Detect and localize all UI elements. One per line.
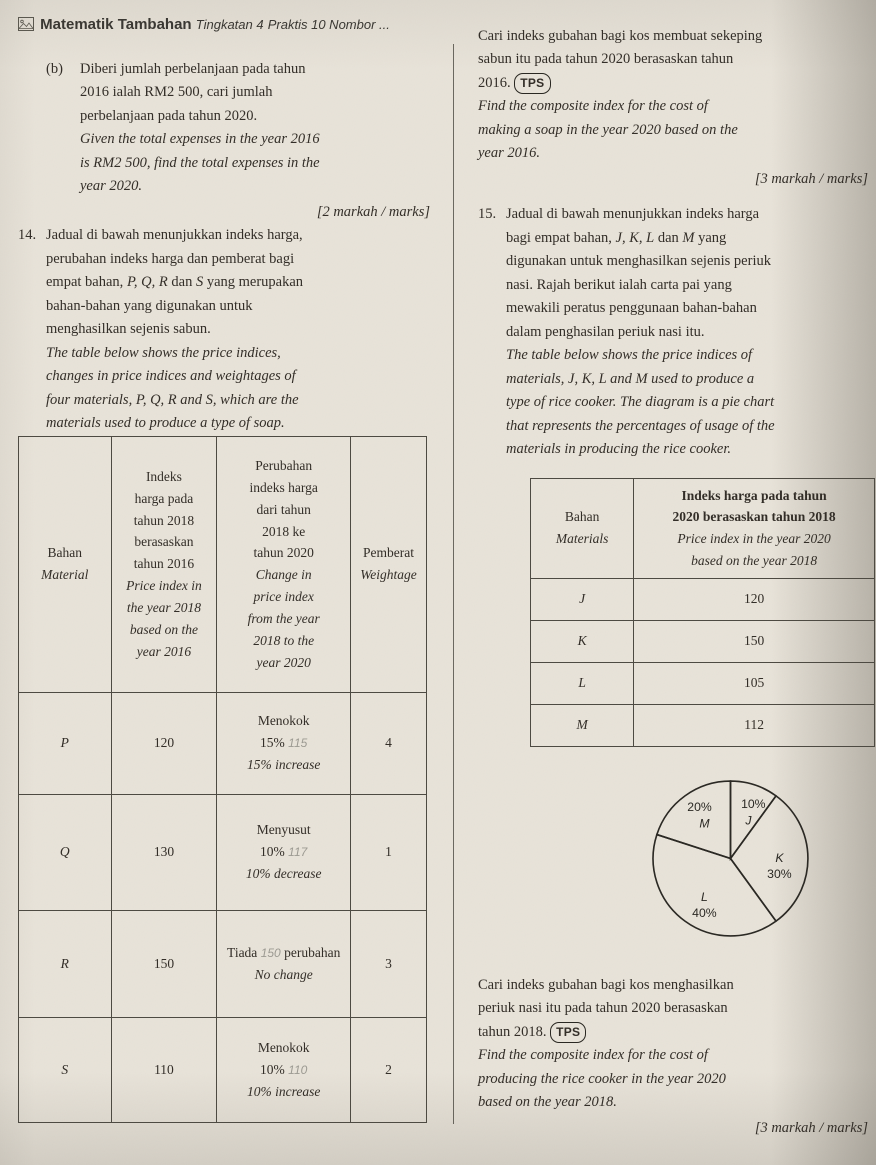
svg-text:K: K — [775, 850, 784, 864]
svg-text:40%: 40% — [692, 906, 717, 920]
svg-text:30%: 30% — [767, 867, 792, 881]
svg-text:20%: 20% — [687, 800, 712, 814]
svg-text:M: M — [699, 816, 710, 830]
svg-text:L: L — [701, 890, 708, 904]
svg-text:J: J — [744, 813, 752, 827]
svg-text:10%: 10% — [741, 797, 766, 811]
